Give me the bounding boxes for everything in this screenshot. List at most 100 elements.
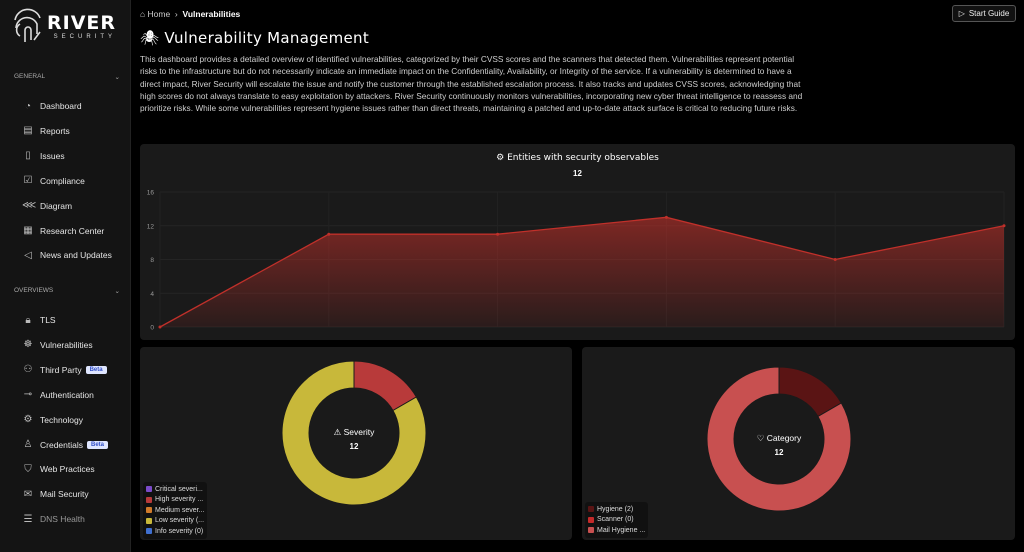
heart-icon: ♡	[756, 433, 765, 443]
gear-icon: ⚙	[23, 414, 33, 426]
sidebar-item-authentication[interactable]: ⊸ Authentication	[22, 388, 94, 402]
section-general[interactable]: GENERAL ⌄	[14, 73, 120, 81]
megaphone-icon: ◁	[24, 249, 32, 261]
sidebar-item-credentials[interactable]: ♙ Credentials Beta	[22, 438, 109, 452]
legend-swatch	[146, 507, 152, 514]
logo[interactable]: RIVER SECURITY	[10, 6, 116, 46]
legend-item[interactable]: Hygiene (2)	[588, 504, 645, 515]
legend-label: Critical severi...	[155, 485, 203, 493]
sidebar-item-technology[interactable]: ⚙ Technology	[22, 413, 84, 427]
key-icon: ⊸	[23, 389, 33, 401]
start-guide-button[interactable]: ▷ Start Guide	[952, 5, 1016, 22]
sidebar-item-label: News and Updates	[40, 250, 112, 261]
home-icon[interactable]: ⌂	[140, 9, 146, 19]
legend-swatch	[588, 506, 594, 513]
legend-item[interactable]: High severity ...	[146, 495, 204, 506]
sidebar-item-news-and-updates[interactable]: ◁ News and Updates	[22, 248, 112, 262]
sidebar-item-dns-health[interactable]: ☰ DNS Health	[22, 512, 85, 526]
server-icon: ☰	[23, 513, 33, 525]
legend-item[interactable]: Medium sever...	[146, 505, 204, 516]
category-legend: Hygiene (2) Scanner (0) Mail Hygiene ...	[585, 502, 649, 538]
legend-item[interactable]: Scanner (0)	[588, 515, 645, 526]
legend-label: Scanner (0)	[597, 516, 634, 524]
chart-title-text: Entities with security observables	[507, 153, 659, 163]
chart-title: ⚙ Entities with security observables	[140, 153, 1015, 163]
legend-swatch	[146, 528, 152, 535]
data-point[interactable]	[496, 232, 500, 236]
data-point[interactable]	[833, 258, 837, 261]
y-tick-label: 12	[147, 223, 155, 230]
sidebar-item-label: Web Practices	[40, 464, 95, 475]
section-label: GENERAL	[14, 73, 46, 80]
sidebar-item-label: Dashboard	[40, 101, 82, 111]
donut-title-text: Severity	[343, 427, 375, 437]
pie-chart-icon: ◔	[24, 100, 32, 112]
legend-label: Low severity (...	[155, 517, 205, 525]
warning-icon: ⚠	[333, 427, 342, 437]
sidebar-item-mail-security[interactable]: ✉ Mail Security	[22, 487, 89, 501]
legend-item[interactable]: Info severity (0)	[146, 526, 204, 537]
category-donut	[706, 366, 852, 512]
area-chart: 0 4 8 12 16	[147, 190, 1006, 332]
sidebar-item-issues[interactable]: ▯ Issues	[22, 149, 65, 163]
sidebar-item-label: Mail Security	[40, 489, 89, 500]
legend-swatch	[146, 517, 152, 524]
legend-swatch	[146, 496, 152, 503]
brand-name: RIVER	[47, 12, 117, 34]
sidebar-item-label: Third Party	[40, 364, 82, 375]
breadcrumb-home[interactable]: Home	[147, 9, 171, 19]
data-point[interactable]	[158, 325, 162, 329]
category-card: ♡ Category 12 Hygiene (2) Scanner (0) Mail…	[582, 347, 1015, 540]
y-tick-label: 8	[150, 257, 154, 264]
sidebar-item-label: Credentials	[40, 439, 83, 450]
page-title-text: Vulnerability Management	[164, 29, 369, 47]
chevron-down-icon[interactable]: ⌄	[114, 288, 120, 295]
sidebar: RIVER SECURITY GENERAL ⌄ ◔ Dashboard ▤ Report…	[0, 0, 131, 552]
entities-chart-card: ⚙ Entities with security observables 12 …	[140, 144, 1015, 340]
page-description: This dashboard provides a detailed overv…	[140, 54, 803, 114]
severity-legend: Critical severi... High severity ... Mediu…	[143, 482, 208, 539]
legend-label: Medium sever...	[155, 506, 205, 514]
donut-slice[interactable]	[281, 360, 427, 506]
play-icon: ▷	[958, 9, 965, 18]
legend-item[interactable]: Low severity (...	[146, 516, 204, 527]
sidebar-item-label: TLS	[40, 315, 56, 325]
sidebar-item-diagram[interactable]: ⋘ Diagram	[22, 199, 72, 213]
data-point[interactable]	[1002, 224, 1006, 228]
section-label: OVERVIEWS	[14, 287, 54, 294]
y-tick-label: 0	[150, 325, 154, 332]
sidebar-item-label: Vulnerabilities	[40, 339, 93, 350]
chevron-down-icon[interactable]: ⌄	[114, 74, 120, 81]
breadcrumb: ⌂ Home › Vulnerabilities	[140, 9, 241, 19]
sidebar-item-dashboard[interactable]: ◔ Dashboard	[22, 99, 82, 113]
sidebar-item-web-practices[interactable]: ⛉ Web Practices	[22, 462, 95, 476]
sidebar-item-vulnerabilities[interactable]: ☸ Vulnerabilities	[22, 338, 93, 352]
area-line	[159, 216, 1005, 328]
donut-title-text: Category	[766, 433, 802, 443]
sidebar-item-compliance[interactable]: ☑ Compliance	[22, 174, 85, 188]
donut-total: 12	[349, 442, 359, 451]
legend-item[interactable]: Critical severi...	[146, 484, 204, 495]
page-title: 🕷︎ Vulnerability Management	[140, 29, 369, 47]
sidebar-item-reports[interactable]: ▤ Reports	[22, 124, 70, 138]
legend-label: Mail Hygiene ...	[597, 526, 646, 534]
sidebar-item-label: Issues	[40, 150, 65, 161]
donut-slice[interactable]	[706, 366, 852, 512]
bug-icon: 🕷︎	[140, 29, 160, 47]
sidebar-item-label: Authentication	[40, 389, 94, 400]
data-point[interactable]	[664, 215, 668, 219]
newspaper-icon: ▦	[23, 225, 33, 236]
data-point[interactable]	[327, 232, 331, 236]
section-overviews[interactable]: OVERVIEWS ⌄	[14, 287, 120, 295]
brand-sub: SECURITY	[53, 34, 117, 40]
legend-item[interactable]: Mail Hygiene ...	[588, 525, 645, 536]
donut-total: 12	[774, 448, 784, 457]
sidebar-item-third-party[interactable]: ⚇ Third Party Beta	[22, 363, 107, 377]
document-icon: ▯	[25, 150, 31, 162]
clipboard-check-icon: ☑	[23, 175, 33, 187]
sidebar-item-tls[interactable]: 🔒︎ TLS	[22, 313, 56, 327]
legend-label: High severity ...	[155, 496, 204, 504]
fingerprint-logo-icon	[14, 8, 41, 42]
sidebar-item-research-center[interactable]: ▦ Research Center	[22, 224, 104, 238]
area-fill	[160, 217, 1004, 327]
